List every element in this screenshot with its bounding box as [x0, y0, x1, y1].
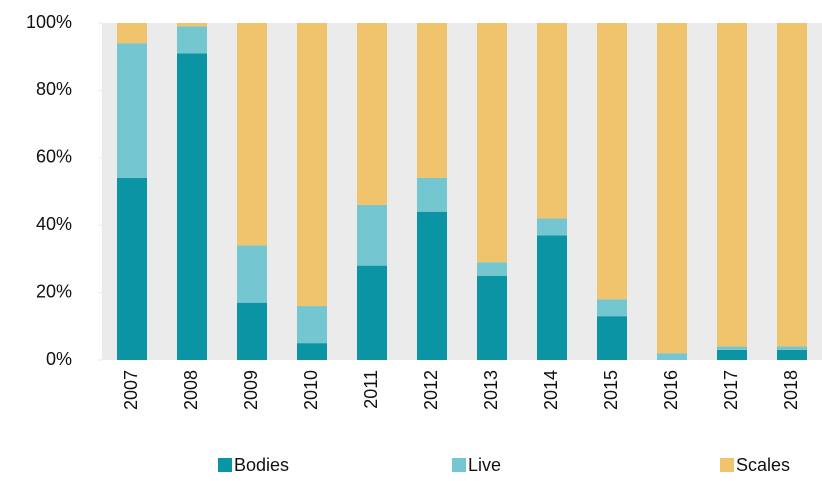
bar-segment: [597, 299, 627, 317]
plot-area: [102, 23, 822, 360]
x-tick-label: 2010: [301, 370, 321, 410]
bar-segment: [537, 235, 567, 360]
y-tick-label: 0%: [46, 349, 72, 369]
bar-segment: [177, 26, 207, 54]
y-tick-label: 80%: [36, 79, 72, 99]
y-tick-label: 20%: [36, 281, 72, 301]
bar-segment: [117, 43, 147, 179]
bar-segment: [237, 245, 267, 303]
bar-segment: [777, 23, 807, 347]
x-tick-label: 2013: [481, 370, 501, 410]
bar-segment: [357, 204, 387, 266]
x-tick-label: 2014: [541, 370, 561, 410]
bar-segment: [417, 23, 447, 179]
bar-segment: [417, 178, 447, 212]
bar-segment: [717, 346, 747, 350]
x-tick-label: 2015: [601, 370, 621, 410]
legend-label: Bodies: [234, 455, 289, 475]
bar-segment: [297, 306, 327, 344]
bar-segment: [657, 23, 687, 354]
y-tick-label: 100%: [26, 12, 72, 32]
bar-segment: [477, 262, 507, 276]
bar-segment: [597, 23, 627, 300]
bar-segment: [237, 302, 267, 360]
bar-segment: [537, 23, 567, 219]
x-tick-label: 2016: [661, 370, 681, 410]
x-tick-label: 2012: [421, 370, 441, 410]
bar-segment: [297, 343, 327, 360]
bar-segment: [597, 316, 627, 360]
x-tick-label: 2011: [361, 370, 381, 409]
y-tick-label: 60%: [36, 147, 72, 167]
bar-segment: [717, 349, 747, 360]
x-tick-label: 2008: [181, 370, 201, 410]
legend-swatch: [452, 458, 466, 472]
legend-label: Scales: [736, 455, 790, 475]
y-tick-label: 40%: [36, 214, 72, 234]
x-tick-label: 2007: [121, 370, 141, 410]
bar-segment: [477, 275, 507, 360]
bar-segment: [537, 218, 567, 236]
bar-segment: [777, 349, 807, 360]
legend-swatch: [720, 458, 734, 472]
bar-segment: [117, 178, 147, 360]
bar-segment: [357, 265, 387, 360]
bar-segment: [117, 23, 147, 44]
bar-segment: [477, 23, 507, 263]
x-tick-label: 2018: [781, 370, 801, 410]
bar-segment: [717, 23, 747, 347]
bar-segment: [657, 353, 687, 360]
bar-segment: [177, 53, 207, 361]
x-tick-label: 2009: [241, 370, 261, 410]
bar-segment: [357, 23, 387, 205]
bar-segment: [417, 211, 447, 360]
x-tick-label: 2017: [721, 370, 741, 410]
bar-segment: [297, 23, 327, 307]
bar-segment: [777, 346, 807, 350]
legend-swatch: [218, 458, 232, 472]
bar-segment: [177, 23, 207, 27]
bar-segment: [237, 23, 267, 246]
legend-label: Live: [468, 455, 501, 475]
